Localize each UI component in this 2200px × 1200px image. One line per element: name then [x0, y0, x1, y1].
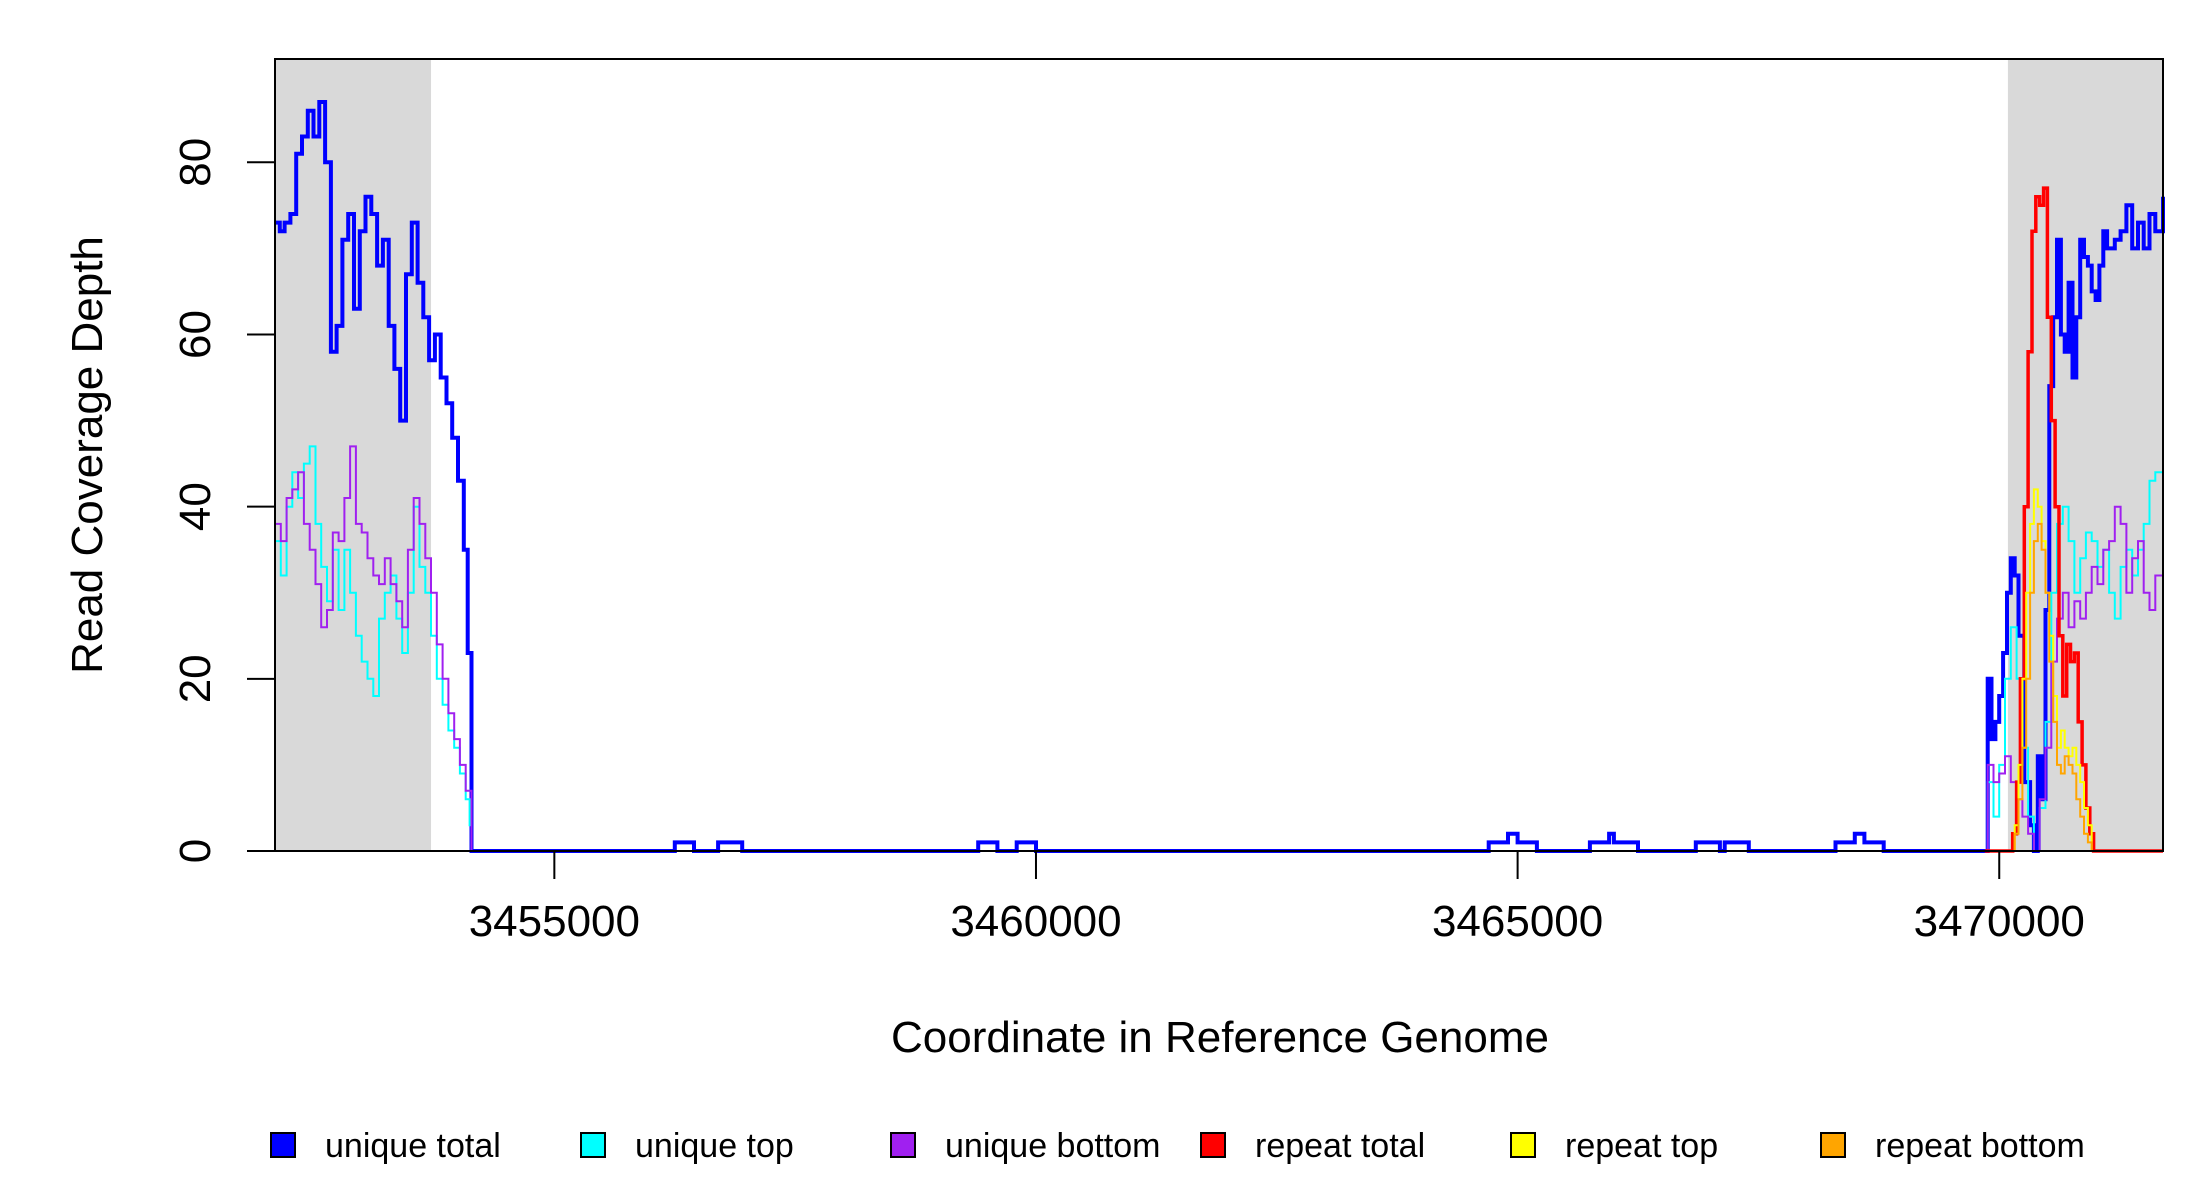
legend-item-unique-top: unique top: [580, 1127, 794, 1165]
x-tick-label: 3465000: [1432, 897, 1603, 946]
legend-swatch: [580, 1132, 606, 1158]
x-tick-label: 3470000: [1914, 897, 2085, 946]
y-tick-label: 20: [171, 654, 220, 703]
legend-label: repeat bottom: [1875, 1127, 2085, 1165]
series-unique-total: [275, 100, 2165, 853]
legend-swatch: [1820, 1132, 1846, 1158]
x-axis: 3455000 3460000 3465000 3470000: [469, 851, 2085, 946]
shaded-region-0: [275, 59, 432, 851]
shaded-region-1: [2007, 59, 2163, 851]
x-axis-title: Coordinate in Reference Genome: [891, 1013, 1549, 1062]
legend-label: unique bottom: [945, 1127, 1161, 1165]
legend-label: repeat top: [1565, 1127, 1718, 1165]
y-axis-title: Read Coverage Depth: [63, 236, 112, 674]
x-tick-label: 3455000: [469, 897, 640, 946]
legend-label: repeat total: [1255, 1127, 1425, 1165]
series-unique-bottom: [275, 445, 2164, 852]
legend-swatch: [1200, 1132, 1226, 1158]
legend-item-unique-total: unique total: [270, 1127, 501, 1165]
legend-swatch: [1510, 1132, 1536, 1158]
legend-item-repeat-total: repeat total: [1200, 1127, 1425, 1165]
legend-label: unique total: [325, 1127, 501, 1165]
shaded-regions: [275, 59, 2163, 851]
series-lines: [275, 100, 2165, 853]
y-tick-label: 0: [171, 839, 220, 863]
legend-item-repeat-top: repeat top: [1510, 1127, 1718, 1165]
series-unique-top: [275, 445, 2164, 852]
series-repeat-top: [1984, 488, 2163, 852]
legend: unique total unique top unique bottom repea…: [270, 1127, 2085, 1165]
legend-label: unique top: [635, 1127, 794, 1165]
y-axis: 0 20 40 60 80: [171, 138, 275, 863]
legend-item-repeat-bottom: repeat bottom: [1820, 1127, 2085, 1165]
x-tick-label: 3460000: [950, 897, 1121, 946]
plot-frame: [274, 58, 2164, 852]
series-repeat-bottom: [275, 522, 2163, 852]
y-tick-label: 40: [171, 482, 220, 531]
y-tick-label: 80: [171, 138, 220, 187]
legend-item-unique-bottom: unique bottom: [890, 1127, 1161, 1165]
legend-swatch: [270, 1132, 296, 1158]
legend-swatch: [890, 1132, 916, 1158]
y-tick-label: 60: [171, 310, 220, 359]
